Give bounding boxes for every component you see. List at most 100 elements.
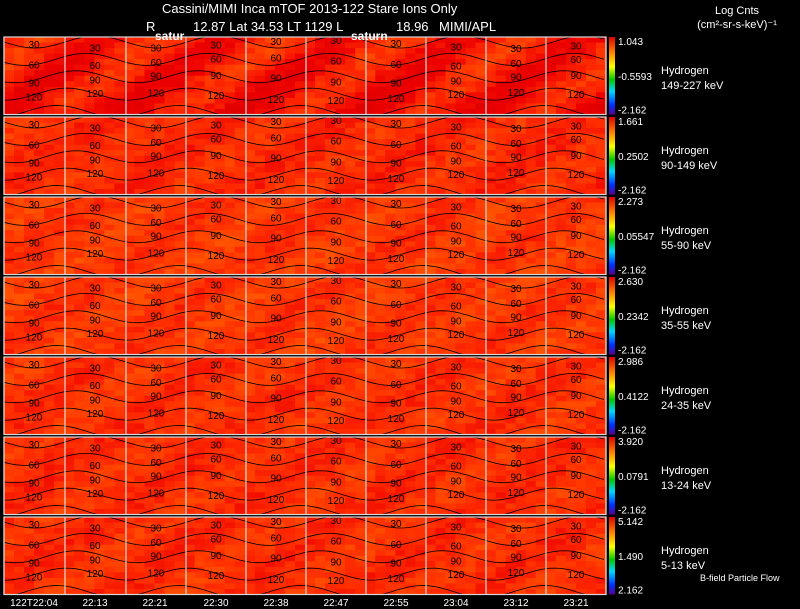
heat-cell [535,321,547,328]
heat-cell [64,150,75,157]
heat-cell [525,139,537,146]
heat-cell [545,108,557,115]
heat-cell [114,92,125,99]
heat-cell [264,133,276,140]
heat-cell [84,293,95,300]
heat-cell [315,288,326,295]
heat-cell [184,470,196,477]
heat-cell [84,197,95,203]
heat-cell [455,282,466,289]
heat-cell [355,326,366,333]
heat-cell [74,128,85,135]
heat-cell [54,373,65,380]
heat-cell [515,299,527,306]
heat-cell [395,208,406,215]
heat-cell [435,42,446,49]
heat-cell [395,362,406,369]
heat-cell [485,257,497,264]
heat-cell [535,268,547,275]
heat-cell [254,428,266,435]
heat-cell [224,310,236,317]
heat-cell [465,202,476,209]
heat-cell [14,208,25,215]
heat-cell [465,343,476,350]
heat-cell [385,64,396,71]
heat-cell [44,92,55,99]
heat-cell [4,268,15,275]
heat-cell [124,144,135,151]
heat-cell [405,315,416,322]
heat-cell [495,401,507,408]
heat-cell [34,423,45,430]
heat-cell [515,310,527,317]
heat-cell [455,86,466,93]
heat-cell [74,81,85,88]
heat-cell [335,117,346,123]
heat-cell [274,133,286,140]
heat-cell [174,428,185,435]
heat-cell [234,128,246,135]
heat-cell [545,310,557,317]
heat-cell [455,241,466,248]
heat-cell [435,326,446,333]
heat-cell [385,103,396,110]
heat-cell [545,299,557,306]
contour-label: 90 [150,72,162,83]
heat-cell [284,42,296,49]
heat-cell [44,53,55,60]
heat-cell [274,144,286,151]
heat-cell [575,246,587,253]
heat-cell [425,348,436,355]
heat-cell [264,70,276,77]
heat-cell [174,293,185,300]
heat-cell [174,268,185,275]
contour-line [3,52,605,66]
heat-cell [54,412,65,419]
heat-cell [335,368,346,375]
heat-cell [365,368,376,375]
heat-cell [465,390,476,397]
heat-cell [365,293,376,300]
heat-cell [4,348,15,355]
heat-cell [425,442,436,449]
heat-cell [565,144,577,151]
heat-cell [164,412,175,419]
heat-cell [124,257,135,264]
heat-cell [294,166,306,173]
heat-cell [315,406,326,413]
heat-cell [465,428,476,435]
heat-cell [525,395,537,402]
heat-cell [274,368,286,375]
heat-cell [154,423,165,430]
heat-cell [34,470,45,477]
heat-cell [415,42,426,49]
heat-cell [294,155,306,162]
heat-cell [14,395,25,402]
heat-cell [274,75,286,82]
heat-cell [74,230,85,237]
heat-cell [94,166,105,173]
heat-cell [535,53,547,60]
heat-cell [385,117,396,123]
heat-cell [184,53,196,60]
heat-cell [505,277,517,283]
heat-cell [495,326,507,333]
heat-cell [244,412,256,419]
heat-cell [475,379,486,386]
heat-cell [315,277,326,283]
heat-cell [264,442,276,449]
heat-cell [94,177,105,184]
heat-cell [274,128,286,135]
heat-cell [54,219,65,226]
heat-cell [505,332,517,339]
heat-cell [365,277,376,283]
heat-cell [335,310,346,317]
heat-cell [525,48,537,55]
heat-cell [455,448,466,455]
heat-cell [284,246,296,253]
heat-cell [294,310,306,317]
heat-cell [585,288,597,295]
contour-label: 60 [89,381,101,392]
heat-cell [335,459,346,466]
heat-cell [495,177,507,184]
